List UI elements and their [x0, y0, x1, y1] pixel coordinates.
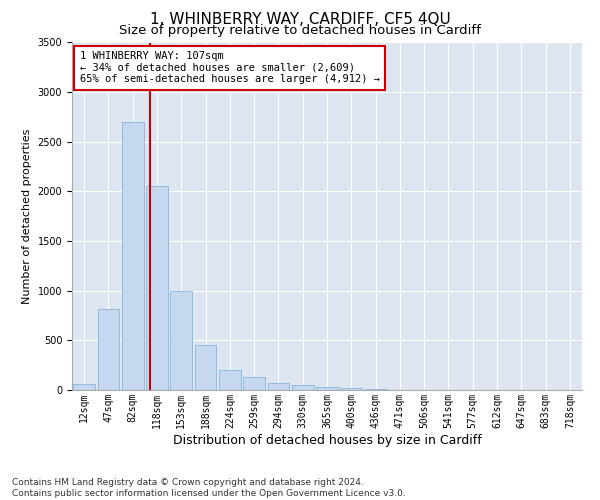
Bar	[268, 382, 289, 390]
Bar	[292, 384, 314, 390]
Bar	[170, 290, 192, 390]
Bar	[122, 122, 143, 390]
Bar	[340, 388, 362, 390]
Bar	[219, 370, 241, 390]
Bar	[73, 384, 95, 390]
Text: Contains HM Land Registry data © Crown copyright and database right 2024.
Contai: Contains HM Land Registry data © Crown c…	[12, 478, 406, 498]
Bar	[365, 389, 386, 390]
Y-axis label: Number of detached properties: Number of detached properties	[22, 128, 32, 304]
Bar	[194, 346, 217, 390]
Bar	[97, 308, 119, 390]
Text: 1 WHINBERRY WAY: 107sqm
← 34% of detached houses are smaller (2,609)
65% of semi: 1 WHINBERRY WAY: 107sqm ← 34% of detache…	[80, 51, 380, 84]
X-axis label: Distribution of detached houses by size in Cardiff: Distribution of detached houses by size …	[173, 434, 481, 446]
Text: Size of property relative to detached houses in Cardiff: Size of property relative to detached ho…	[119, 24, 481, 37]
Text: 1, WHINBERRY WAY, CARDIFF, CF5 4QU: 1, WHINBERRY WAY, CARDIFF, CF5 4QU	[149, 12, 451, 28]
Bar	[243, 377, 265, 390]
Bar	[146, 186, 168, 390]
Bar	[316, 387, 338, 390]
